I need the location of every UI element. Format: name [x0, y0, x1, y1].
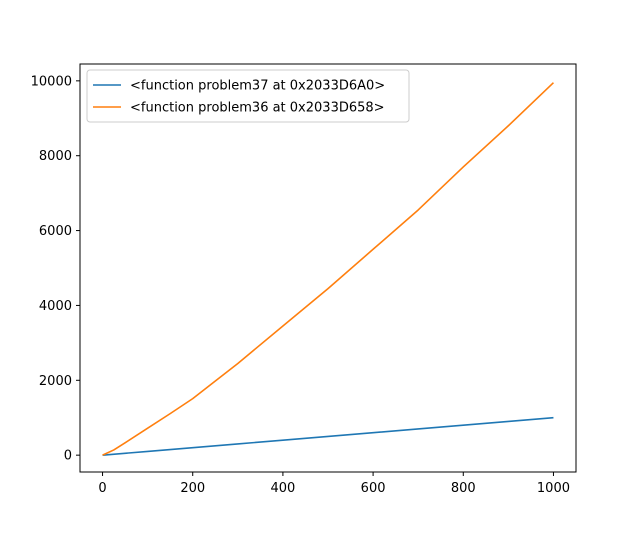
axes-frame — [79, 63, 577, 473]
legend-label-1: <function problem37 at 0x2033D6A0> — [130, 79, 385, 94]
legend-box — [86, 69, 410, 123]
x-axis: 0 200 400 600 800 1000 — [98, 472, 570, 496]
x-tick-label: 200 — [180, 481, 205, 496]
x-tick-label: 1000 — [537, 481, 570, 496]
y-tick-label: 0 — [64, 449, 72, 464]
y-axis: 0 2000 4000 6000 8000 10000 — [31, 74, 80, 464]
legend: <function problem37 at 0x2033D6A0> <funct… — [86, 69, 410, 123]
y-tick-label: 2000 — [39, 374, 72, 389]
y-tick-label: 6000 — [39, 224, 72, 239]
series-line-2 — [102, 82, 555, 456]
x-tick-label: 600 — [361, 481, 386, 496]
series-line-1 — [102, 416, 554, 456]
y-tick-label: 10000 — [31, 74, 72, 89]
x-tick-label: 0 — [98, 481, 106, 496]
y-tick-label: 8000 — [39, 149, 72, 164]
x-tick-label: 400 — [270, 481, 295, 496]
legend-label-2: <function problem36 at 0x2033D658> — [130, 101, 385, 116]
y-tick-label: 4000 — [39, 299, 72, 314]
x-tick-label: 800 — [451, 481, 476, 496]
plot-area — [102, 82, 555, 456]
